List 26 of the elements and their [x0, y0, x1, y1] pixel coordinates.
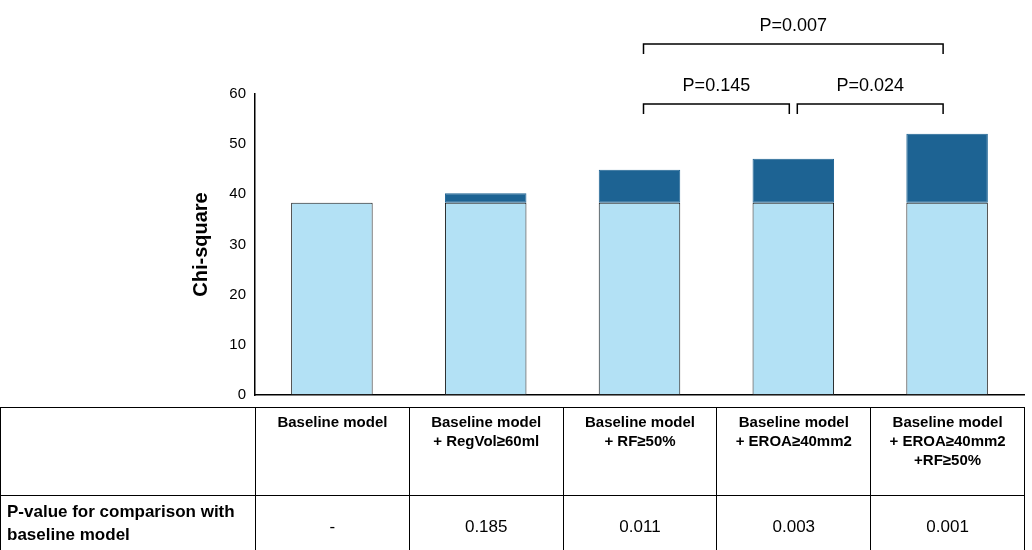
y-tick-label: 10 — [229, 334, 246, 352]
bar — [444, 193, 527, 203]
x-tick-label: Baseline model + EROA≥40mm2 +RF≥50% — [870, 407, 1025, 496]
text: 0.011 — [563, 495, 717, 550]
bar — [752, 158, 835, 203]
x-tick-label: Baseline model + RegVol≥60ml — [409, 407, 564, 496]
text: - — [255, 495, 410, 550]
bar — [906, 133, 988, 203]
x-tick-label: Baseline model — [255, 407, 410, 496]
y-tick-label: 50 — [229, 134, 246, 152]
text: 0.003 — [716, 495, 871, 550]
y-tick-label: 20 — [229, 284, 246, 302]
annotation: P=0.024 — [836, 75, 904, 95]
y-tick-label: 40 — [229, 184, 246, 202]
y-tick-label: 0 — [237, 385, 246, 403]
annotation: P=0.145 — [682, 75, 751, 95]
text: 0.185 — [409, 495, 564, 550]
text: P=0.007 — [759, 15, 828, 35]
bar — [598, 169, 681, 203]
x-tick-label: Baseline model + EROA≥40mm2 — [716, 407, 871, 496]
x-tick-label: Baseline model + RF≥50% — [563, 407, 717, 496]
y-axis-title: Chi-square — [188, 192, 211, 297]
text: P-value for comparison with baseline model — [0, 495, 256, 550]
text: 0.001 — [870, 495, 1025, 550]
y-tick-label: 60 — [229, 84, 246, 102]
y-tick-label: 30 — [229, 234, 246, 252]
